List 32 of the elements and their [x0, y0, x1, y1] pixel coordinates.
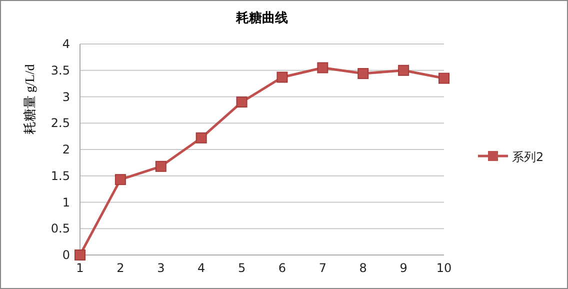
legend-label: 系列2: [512, 150, 544, 164]
point: [114, 174, 126, 186]
y-tick-label: 1: [62, 195, 70, 210]
point: [276, 72, 288, 83]
point: [398, 64, 410, 76]
y-tick-label: 3.5: [50, 63, 70, 78]
y-tick-label: 0: [62, 248, 70, 262]
y-tick-label: 1.5: [50, 168, 70, 183]
y-axis-title: 耗糖量 g/L/d: [22, 64, 37, 135]
y-tick-label: 0.5: [50, 222, 70, 236]
point: [196, 132, 207, 144]
point: [438, 72, 450, 84]
point: [317, 62, 328, 74]
x-tick-label: 9: [400, 261, 408, 275]
y-tick-label: 2: [62, 142, 70, 156]
x-tick-label: 7: [318, 261, 326, 275]
x-tick-label: 10: [436, 261, 452, 275]
x-tick-label: 1: [76, 261, 84, 275]
chart-title: 耗糖曲线: [235, 10, 288, 26]
x-tick-label: 5: [238, 261, 246, 275]
x-tick-label: 6: [278, 261, 286, 275]
x-tick-label: 2: [116, 261, 124, 275]
y-tick-label: 4: [62, 37, 70, 51]
point: [155, 160, 166, 172]
point: [358, 68, 369, 80]
point: [74, 250, 86, 260]
point: [236, 96, 248, 108]
y-tick-label: 3: [62, 90, 70, 104]
x-tick-label: 4: [198, 261, 206, 275]
x-tick-label: 3: [157, 261, 165, 275]
y-tick-label: 2.5: [50, 116, 70, 130]
x-tick-label: 8: [359, 261, 367, 275]
